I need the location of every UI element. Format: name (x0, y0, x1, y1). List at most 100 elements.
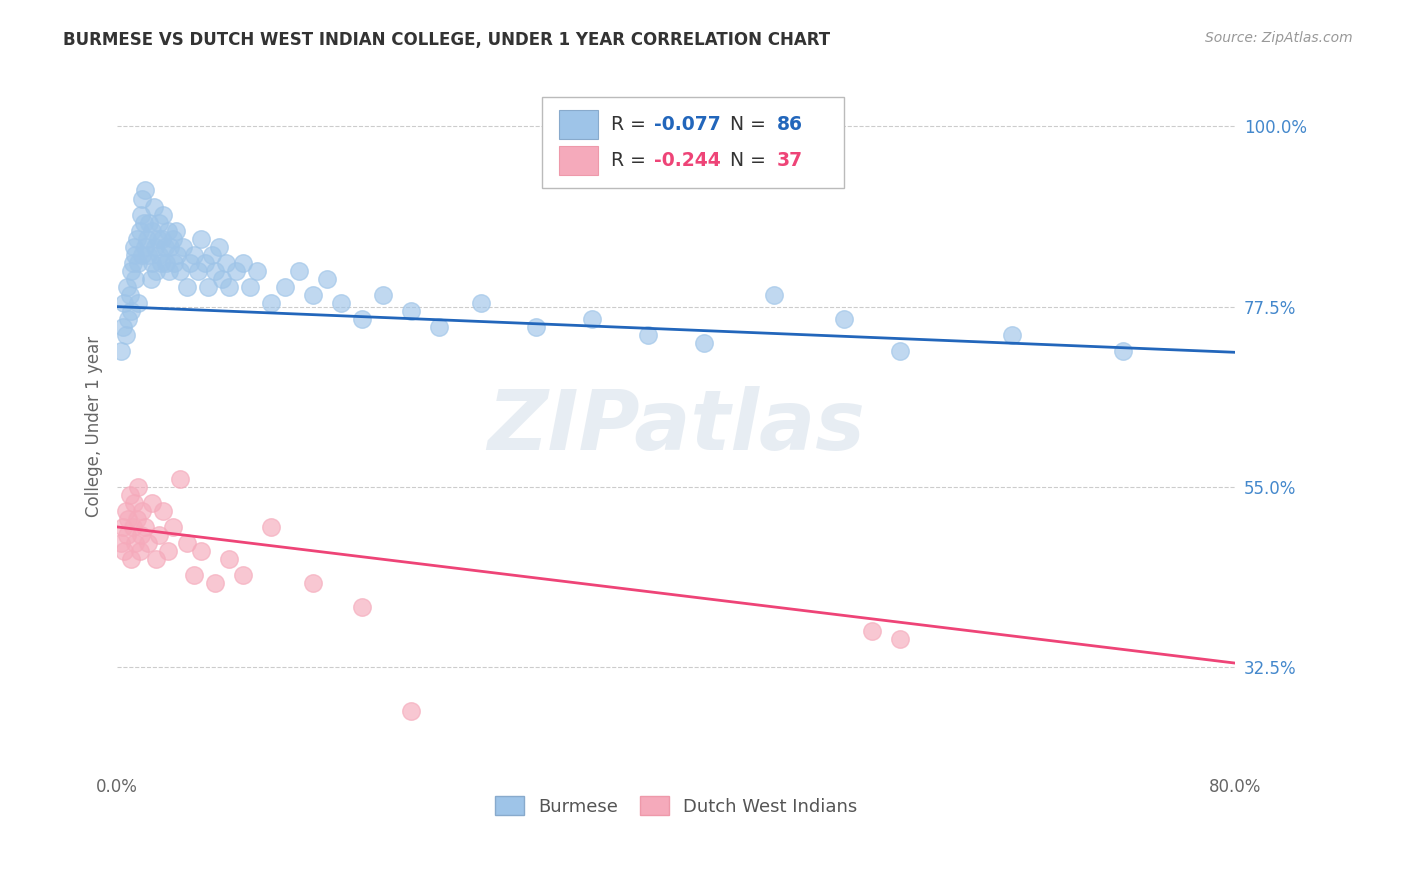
Point (149, 255, 172, 269)
Point (128, 223, 150, 237)
Point (122, 496, 145, 510)
Text: R =: R = (612, 151, 652, 170)
Point (470, 295, 492, 310)
Point (127, 295, 149, 310)
Point (260, 295, 283, 310)
Text: 86: 86 (778, 115, 803, 134)
Point (179, 255, 201, 269)
Text: N =: N = (717, 115, 772, 134)
Point (176, 279, 198, 293)
Point (172, 239, 194, 253)
Point (218, 279, 240, 293)
Point (169, 263, 191, 277)
Point (889, 343, 911, 358)
Point (302, 576, 325, 591)
Point (215, 255, 238, 269)
Point (232, 255, 254, 269)
Point (139, 271, 162, 285)
Point (176, 536, 198, 550)
FancyBboxPatch shape (558, 111, 598, 139)
Point (427, 319, 450, 334)
Point (135, 231, 157, 245)
Point (763, 287, 786, 301)
Point (120, 263, 142, 277)
Point (127, 255, 149, 269)
Point (183, 568, 205, 582)
Point (112, 544, 135, 558)
Text: 37: 37 (778, 151, 803, 170)
Point (693, 335, 716, 350)
Point (183, 247, 205, 261)
Text: -0.077: -0.077 (654, 115, 721, 134)
Point (166, 247, 188, 261)
Point (163, 255, 186, 269)
Text: ZIPatlas: ZIPatlas (488, 386, 865, 467)
Point (148, 247, 170, 261)
Point (114, 327, 136, 342)
Point (315, 271, 337, 285)
Point (131, 247, 153, 261)
Point (204, 576, 226, 591)
Point (329, 295, 352, 310)
Y-axis label: College, Under 1 year: College, Under 1 year (86, 336, 103, 517)
Point (145, 552, 167, 566)
Text: N =: N = (717, 151, 772, 170)
Point (350, 600, 373, 615)
Point (129, 208, 152, 222)
FancyBboxPatch shape (543, 96, 844, 188)
Point (141, 496, 163, 510)
Point (110, 536, 132, 550)
Point (526, 319, 548, 334)
Point (142, 200, 165, 214)
Point (141, 223, 163, 237)
Text: Source: ZipAtlas.com: Source: ZipAtlas.com (1205, 31, 1353, 45)
Point (1112, 343, 1135, 358)
Legend: Burmese, Dutch West Indians: Burmese, Dutch West Indians (488, 789, 865, 823)
Point (860, 624, 883, 638)
Point (190, 544, 212, 558)
Text: R =: R = (612, 115, 652, 134)
Point (148, 528, 170, 542)
Point (165, 223, 187, 237)
Point (148, 215, 170, 229)
Point (152, 504, 174, 518)
Point (201, 247, 224, 261)
Point (120, 552, 142, 566)
Text: -0.244: -0.244 (654, 151, 721, 170)
Point (274, 279, 297, 293)
Point (121, 255, 143, 269)
Point (156, 223, 179, 237)
Point (208, 239, 231, 253)
Point (187, 263, 209, 277)
Point (131, 504, 153, 518)
Point (110, 343, 132, 358)
Point (371, 287, 394, 301)
Point (112, 295, 135, 310)
Point (889, 632, 911, 646)
Point (141, 255, 163, 269)
Point (125, 512, 148, 526)
Point (111, 319, 134, 334)
Point (225, 263, 247, 277)
Point (350, 311, 373, 326)
Point (118, 488, 141, 502)
Point (146, 231, 169, 245)
Point (124, 271, 146, 285)
Point (156, 544, 179, 558)
Point (211, 271, 233, 285)
Point (129, 528, 152, 542)
Point (218, 552, 240, 566)
Point (399, 704, 422, 718)
Point (150, 231, 173, 245)
Point (134, 184, 156, 198)
Point (127, 480, 149, 494)
Point (136, 247, 159, 261)
Point (115, 528, 138, 542)
Point (190, 231, 212, 245)
Point (288, 263, 311, 277)
Point (1001, 327, 1024, 342)
Point (114, 504, 136, 518)
Point (145, 263, 167, 277)
Point (246, 263, 269, 277)
Point (197, 279, 219, 293)
